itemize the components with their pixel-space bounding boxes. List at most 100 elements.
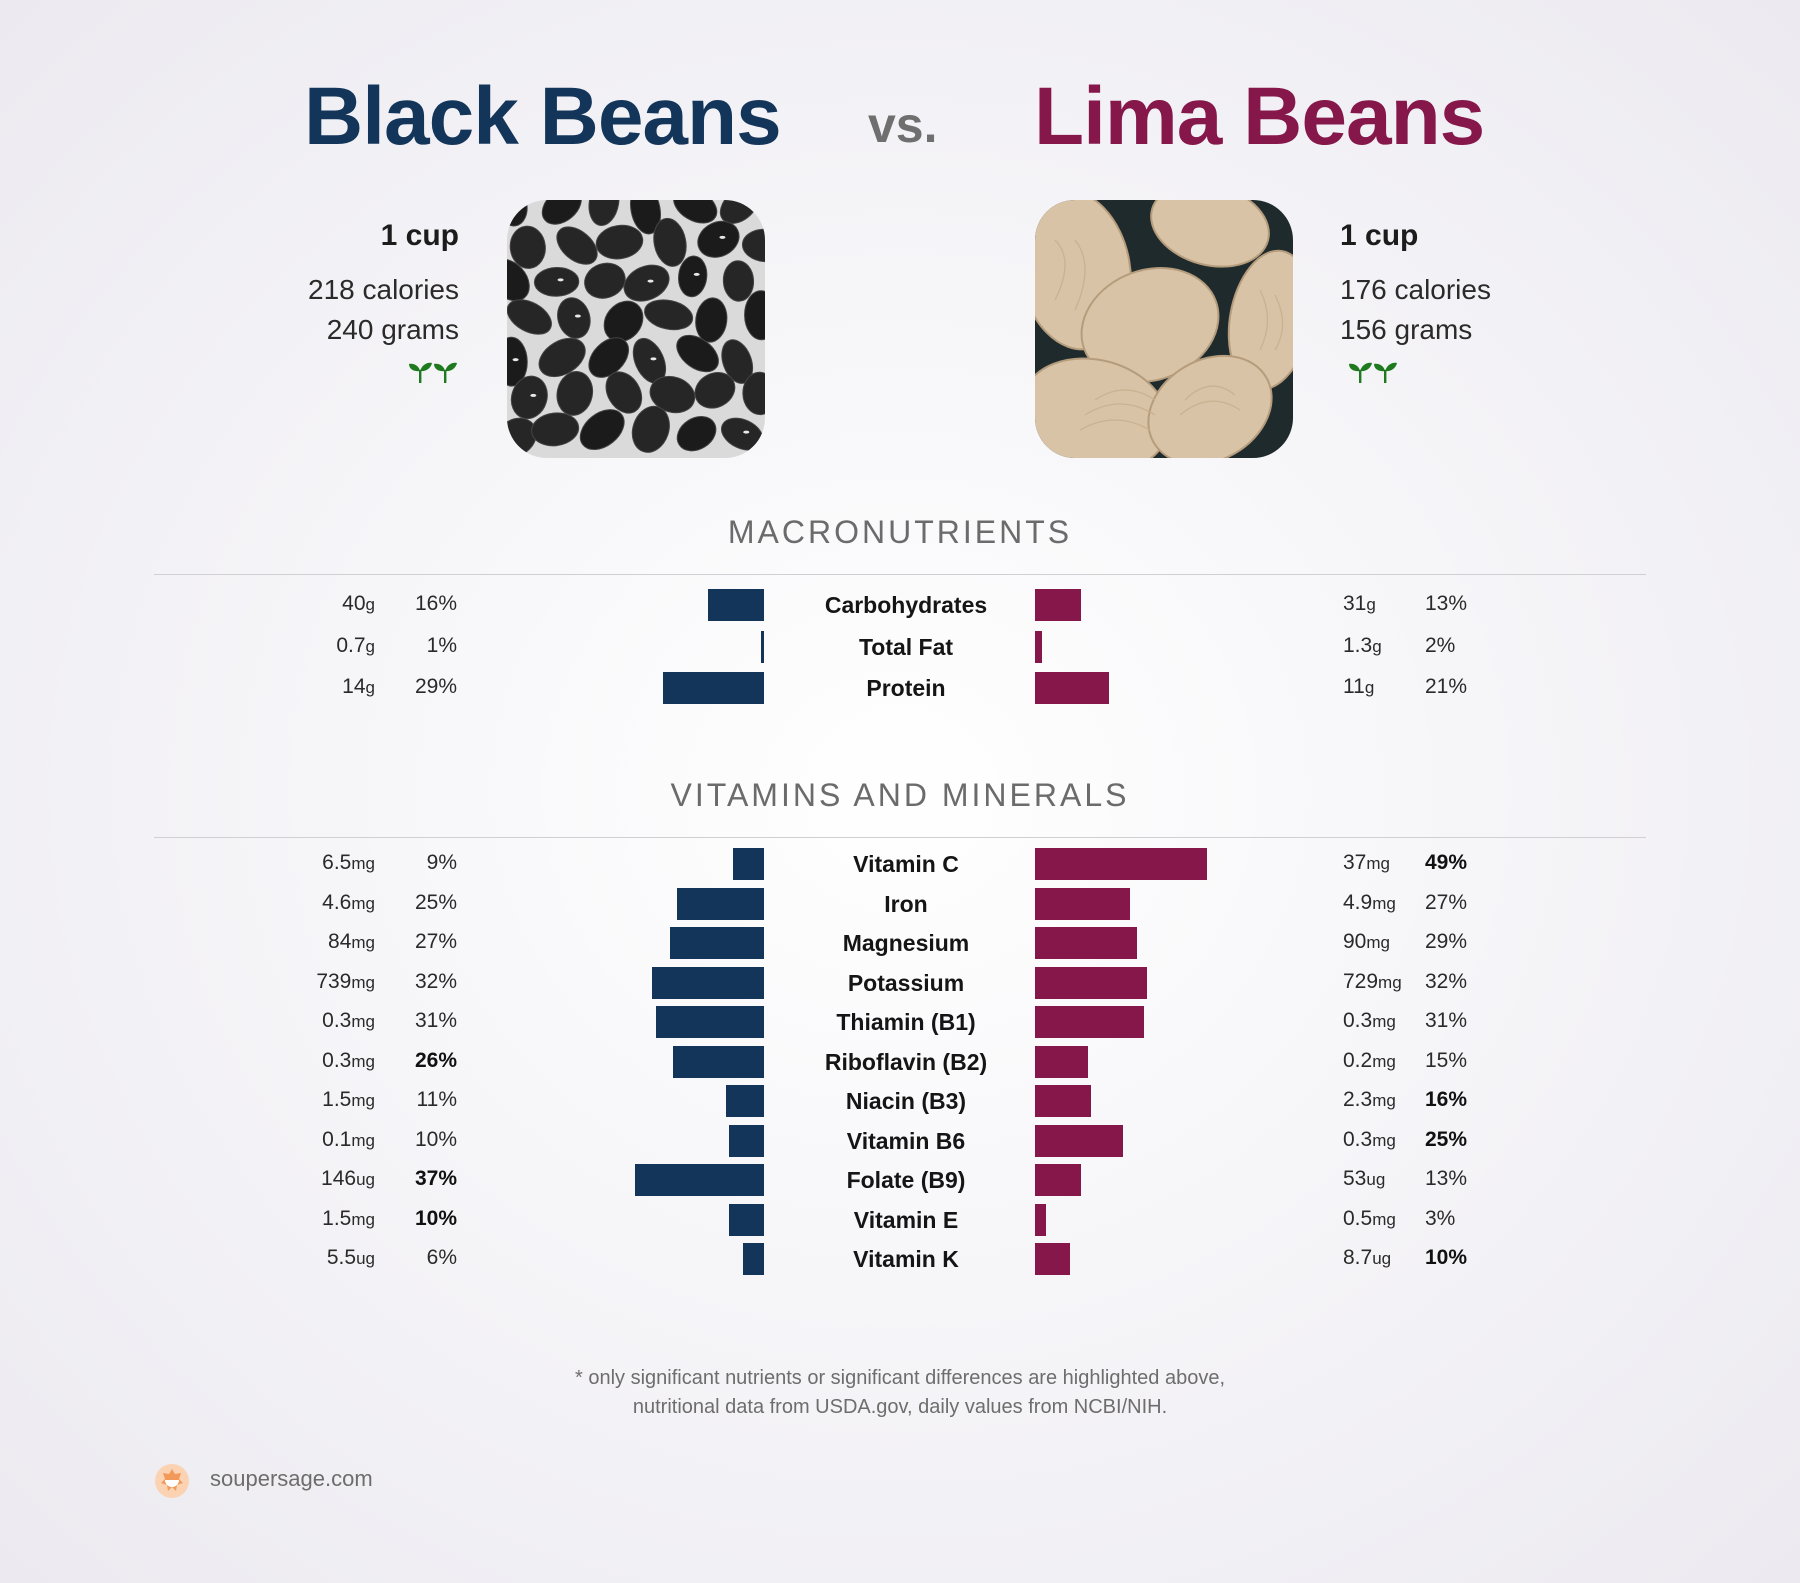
right-amount-unit: mg	[1366, 854, 1390, 873]
right-percent-riboflavin-b2: 15%	[1425, 1048, 1468, 1072]
black-beans-photo	[507, 200, 765, 458]
nutrient-label-vitamin-b6: Vitamin B6	[846, 1127, 966, 1154]
lima-beans-photo	[1035, 200, 1293, 458]
nutrient-label-total-fat: Total Fat	[858, 633, 954, 660]
left-amount-protein: 14g	[342, 675, 375, 699]
left-percent-thiamin-b1: 31%	[414, 1009, 457, 1032]
nutrient-label-thiamin-b1: Thiamin (B1)	[836, 1009, 976, 1035]
left-bar-vitamin-c	[732, 848, 764, 880]
right-percent-total-fat: 2%	[1425, 633, 1456, 657]
right-amount-value: 8.7	[1343, 1246, 1373, 1269]
nutrient-label-potassium: Potassium	[847, 969, 965, 996]
right-amount-value: 0.3	[1343, 1009, 1373, 1032]
right-bar-niacin-b3	[1035, 1085, 1091, 1117]
left-serving: 1 cup	[380, 219, 459, 252]
right-bar-protein	[1035, 672, 1109, 704]
left-amount-unit: mg	[351, 893, 375, 913]
left-bar-folate-b9	[634, 1164, 764, 1196]
right-amount-value: 90	[1343, 930, 1367, 953]
right-amount-value: 11	[1343, 675, 1365, 698]
right-bar-magnesium	[1035, 927, 1137, 959]
right-amount-unit: mg	[1372, 1091, 1396, 1110]
brand-link[interactable]: soupersage.com	[210, 1466, 373, 1491]
left-amount-value: 0.3	[322, 1009, 352, 1032]
left-bar-thiamin-b1	[655, 1006, 764, 1038]
nutrient-label-vitamin-c: Vitamin C	[853, 851, 959, 877]
left-percent-potassium: 32%	[414, 969, 457, 993]
left-amount-value: 0.1	[322, 1127, 352, 1151]
right-amount-unit: mg	[1372, 1130, 1396, 1150]
left-percent-riboflavin-b2: 26%	[414, 1048, 457, 1072]
right-weight: 156 grams	[1340, 314, 1473, 345]
left-amount-unit: mg	[351, 1130, 375, 1150]
right-amount-value: 729	[1343, 969, 1379, 993]
right-amount-vitamin-b6: 0.3mg	[1343, 1128, 1396, 1152]
left-bar-vitamin-k	[743, 1243, 764, 1275]
left-percent-carbohydrates: 16%	[414, 592, 457, 615]
left-percent-total-fat: 1%	[426, 633, 457, 657]
left-amount-potassium: 739mg	[316, 970, 375, 994]
right-amount-unit: mg	[1372, 1209, 1396, 1229]
nutrient-label-iron: Iron	[884, 890, 928, 917]
right-percent-iron: 27%	[1425, 890, 1468, 914]
right-bar-riboflavin-b2	[1035, 1045, 1088, 1078]
left-calories: 218 calories	[308, 274, 459, 305]
right-amount-value: 53	[1343, 1167, 1367, 1190]
nutrient-label-riboflavin-b2: Riboflavin (B2)	[824, 1048, 988, 1075]
left-bar-vitamin-b6	[729, 1124, 764, 1157]
left-weight: 240 grams	[326, 314, 459, 345]
right-amount-total-fat: 1.3g	[1343, 634, 1382, 658]
right-amount-unit: g	[1364, 678, 1375, 697]
left-amount-magnesium: 84mg	[328, 930, 375, 954]
right-bar-vitamin-b6	[1035, 1124, 1123, 1157]
left-amount-value: 14	[342, 675, 366, 698]
left-percent-niacin-b3: 11%	[416, 1088, 457, 1111]
left-amount-vitamin-k: 5.5ug	[327, 1246, 375, 1270]
right-amount-magnesium: 90mg	[1343, 930, 1390, 954]
left-bar-potassium	[652, 966, 764, 999]
left-amount-unit: mg	[351, 1012, 375, 1031]
left-bar-riboflavin-b2	[673, 1045, 764, 1078]
left-percent-vitamin-b6: 10%	[414, 1127, 457, 1151]
right-amount-value: 0.2	[1343, 1048, 1373, 1072]
right-percent-protein: 21%	[1425, 675, 1468, 698]
left-amount-value: 0.3	[322, 1048, 352, 1072]
left-amount-carbohydrates: 40g	[342, 592, 375, 616]
left-amount-value: 40	[342, 592, 366, 615]
right-bar-folate-b9	[1035, 1164, 1081, 1196]
nutrient-label-niacin-b3: Niacin (B3)	[845, 1088, 967, 1114]
left-amount-unit: g	[365, 678, 375, 697]
left-amount-vitamin-b6: 0.1mg	[322, 1128, 375, 1152]
left-amount-value: 84	[328, 930, 352, 953]
right-amount-unit: g	[1372, 636, 1382, 656]
right-percent-vitamin-b6: 25%	[1425, 1127, 1468, 1151]
right-amount-niacin-b3: 2.3mg	[1343, 1088, 1396, 1112]
left-amount-niacin-b3: 1.5mg	[322, 1088, 375, 1112]
right-amount-vitamin-e: 0.5mg	[1343, 1207, 1396, 1231]
right-amount-thiamin-b1: 0.3mg	[1343, 1009, 1396, 1033]
nutrient-label-vitamin-k: Vitamin K	[853, 1246, 959, 1272]
left-amount-unit: ug	[356, 1249, 375, 1268]
left-amount-value: 1.5	[322, 1206, 352, 1230]
right-percent-vitamin-e: 3%	[1425, 1206, 1456, 1230]
right-calories: 176 calories	[1340, 274, 1491, 305]
left-amount-unit: ug	[356, 1170, 375, 1189]
left-amount-value: 1.5	[322, 1088, 352, 1111]
left-amount-unit: g	[365, 636, 375, 656]
left-amount-value: 0.7	[336, 633, 366, 657]
left-amount-unit: mg	[351, 1051, 375, 1071]
right-bar-thiamin-b1	[1035, 1006, 1144, 1038]
right-amount-unit: ug	[1372, 1249, 1392, 1268]
left-percent-vitamin-e: 10%	[414, 1206, 457, 1230]
macronutrients-title: MACRONUTRIENTS	[727, 514, 1073, 550]
left-amount-value: 5.5	[326, 1246, 357, 1269]
left-amount-value: 4.6	[322, 890, 352, 914]
soupersage-logo-icon	[155, 1464, 189, 1498]
left-amount-iron: 4.6mg	[322, 891, 375, 915]
right-percent-folate-b9: 13%	[1425, 1167, 1468, 1190]
right-amount-vitamin-k: 8.7ug	[1343, 1246, 1391, 1270]
right-percent-carbohydrates: 13%	[1425, 592, 1468, 615]
nutrient-label-folate-b9: Folate (B9)	[846, 1167, 966, 1193]
left-bar-iron	[676, 887, 764, 920]
right-bar-vitamin-e	[1035, 1203, 1046, 1236]
